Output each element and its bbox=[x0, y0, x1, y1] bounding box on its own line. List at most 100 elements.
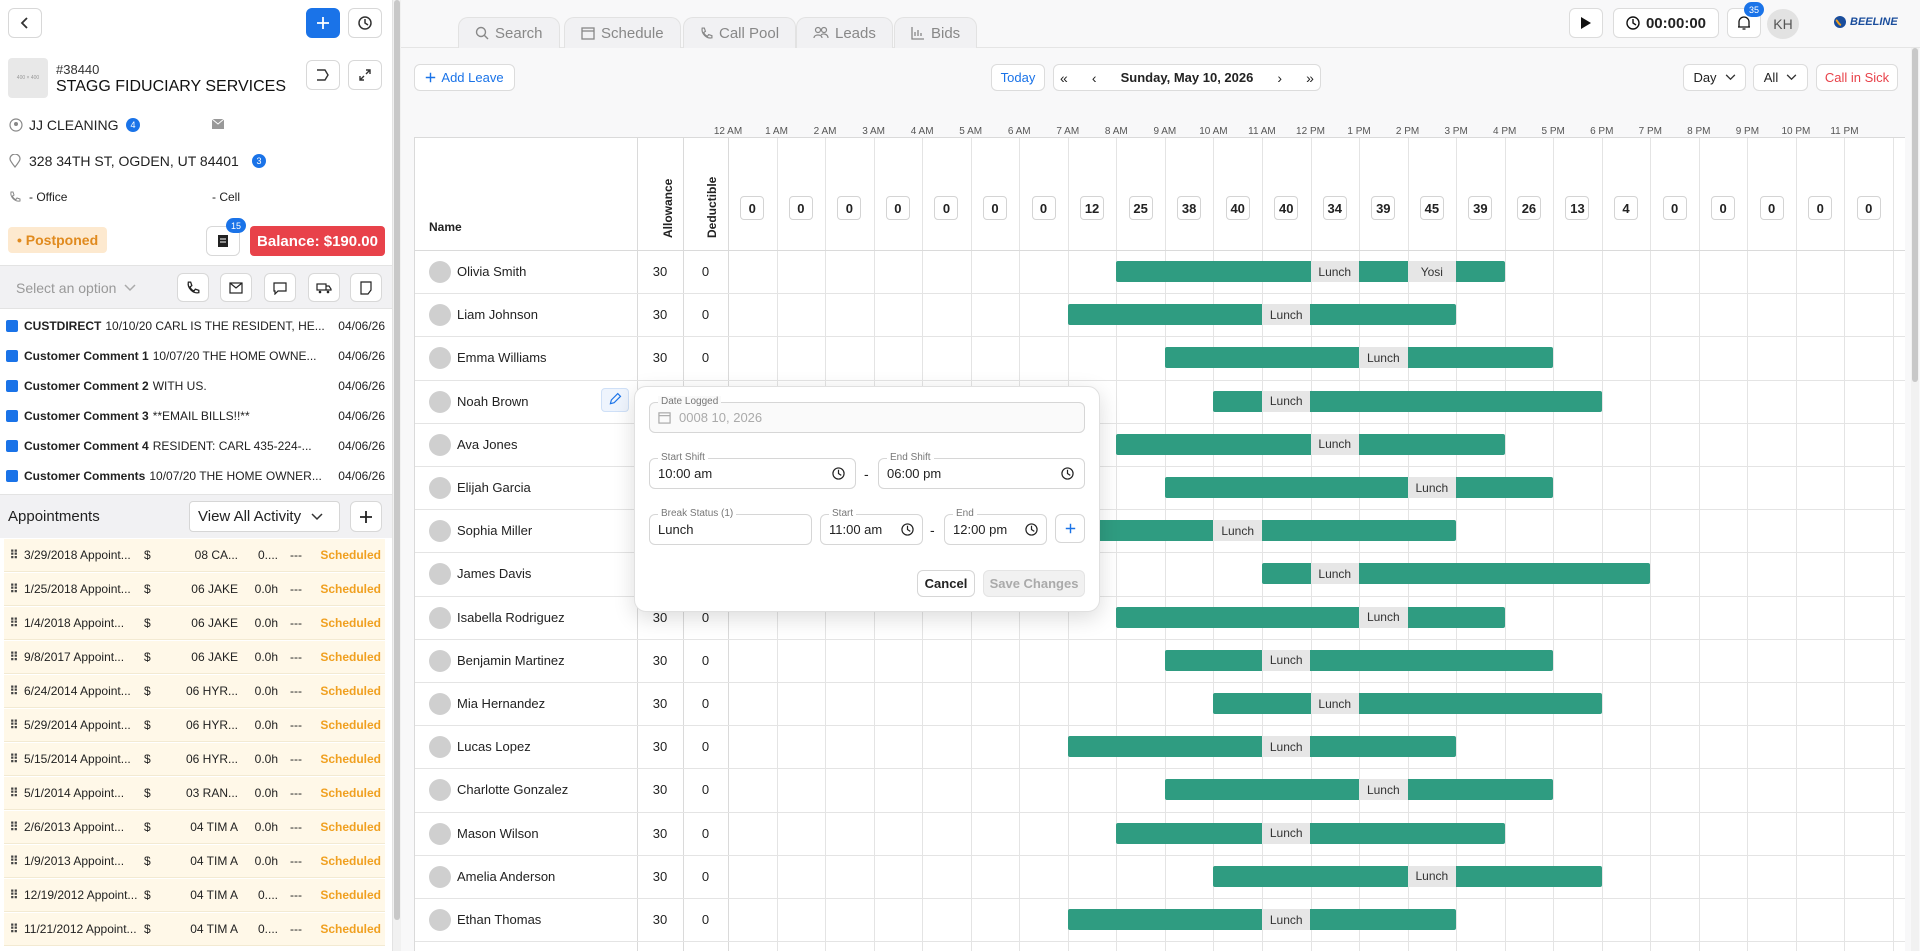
drag-handle-icon[interactable]: ⠿ bbox=[9, 786, 19, 800]
left-scrollbar-thumb[interactable] bbox=[394, 0, 400, 920]
email-button[interactable] bbox=[220, 273, 252, 302]
comment-item[interactable]: Customer Comment 4 RESIDENT: CARL 435-224… bbox=[6, 431, 385, 460]
appointment-row[interactable]: ⠿ 2/6/2013 Appoint... $04 TIM A 0.0h --- Sche… bbox=[4, 811, 385, 844]
play-button[interactable] bbox=[1569, 8, 1603, 38]
date-logged-field[interactable]: Date Logged 0008 10, 2026 bbox=[649, 396, 1085, 433]
shift-bar[interactable] bbox=[1067, 736, 1457, 758]
shift-bar[interactable] bbox=[1067, 304, 1457, 326]
employee-name[interactable]: Charlotte Gonzalez bbox=[457, 782, 569, 798]
grid-scrollbar-thumb[interactable] bbox=[1912, 48, 1918, 382]
drag-handle-icon[interactable]: ⠿ bbox=[9, 582, 19, 596]
employee-name[interactable]: Elijah Garcia bbox=[457, 480, 531, 495]
tab-bids[interactable]: Bids bbox=[894, 17, 978, 48]
appointment-row[interactable]: ⠿ 1/9/2013 Appoint... $04 TIM A 0.0h --- Sche… bbox=[4, 845, 385, 878]
add-break-button[interactable] bbox=[1055, 514, 1085, 543]
filter-select[interactable]: All bbox=[1753, 64, 1808, 91]
shift-bar[interactable] bbox=[1213, 693, 1602, 714]
user-avatar[interactable]: KH bbox=[1767, 9, 1799, 39]
shift-bar[interactable] bbox=[1261, 563, 1651, 585]
end-shift-field[interactable]: End Shift 06:00 pm bbox=[878, 452, 1085, 489]
employee-name[interactable]: Sophia Miller bbox=[457, 523, 533, 539]
call-button[interactable] bbox=[177, 273, 209, 302]
drag-handle-icon[interactable]: ⠿ bbox=[9, 548, 19, 562]
timer[interactable]: 00:00:00 bbox=[1613, 8, 1719, 38]
break-block[interactable]: Lunch bbox=[1310, 693, 1360, 714]
drag-handle-icon[interactable]: ⠿ bbox=[9, 820, 19, 834]
break-block[interactable]: Lunch bbox=[1261, 304, 1311, 326]
appointment-row[interactable]: ⠿ 1/25/2018 Appoint... $06 JAKE 0.0h --- Sche… bbox=[4, 573, 385, 606]
drag-handle-icon[interactable]: ⠿ bbox=[9, 854, 19, 868]
note-button[interactable] bbox=[350, 273, 382, 302]
transfer-button[interactable] bbox=[306, 60, 340, 90]
drag-handle-icon[interactable]: ⠿ bbox=[9, 888, 19, 902]
tab-leads[interactable]: Leads bbox=[796, 17, 893, 48]
last-page-icon[interactable]: » bbox=[1306, 69, 1314, 86]
drag-handle-icon[interactable]: ⠿ bbox=[9, 718, 19, 732]
tab-search[interactable]: Search bbox=[458, 17, 560, 48]
employee-name[interactable]: Emma Williams bbox=[457, 350, 547, 366]
cancel-button[interactable]: Cancel bbox=[917, 570, 975, 597]
left-scrollbar[interactable] bbox=[393, 0, 401, 951]
mail-icon[interactable] bbox=[211, 118, 225, 130]
employee-name[interactable]: Liam Johnson bbox=[457, 307, 538, 323]
shift-bar[interactable] bbox=[1116, 606, 1505, 628]
appointment-row[interactable]: ⠿ 5/15/2014 Appoint... $06 HYR... 0.0h --- Sc… bbox=[4, 743, 385, 776]
appointment-row[interactable]: ⠿ 5/29/2014 Appoint... $06 HYR... 0.0h --- Sc… bbox=[4, 709, 385, 742]
break-block[interactable]: Lunch bbox=[1261, 909, 1311, 930]
appointment-row[interactable]: ⠿ 9/8/2017 Appoint... $06 JAKE 0.0h --- Sched… bbox=[4, 641, 385, 674]
shift-bar[interactable] bbox=[1164, 477, 1554, 498]
break-end-field[interactable]: End 12:00 pm bbox=[944, 508, 1047, 545]
break-block[interactable]: Lunch bbox=[1310, 433, 1360, 455]
shift-bar[interactable] bbox=[1213, 390, 1602, 412]
customer-address[interactable]: 328 34TH ST, OGDEN, UT 84401 bbox=[29, 153, 239, 169]
break-block[interactable]: Lunch bbox=[1359, 606, 1408, 628]
activity-filter[interactable]: View All Activity bbox=[189, 501, 340, 532]
shift-bar[interactable] bbox=[1116, 822, 1505, 844]
prev-day-icon[interactable]: ‹ bbox=[1091, 69, 1097, 86]
employee-name[interactable]: Amelia Anderson bbox=[457, 868, 556, 884]
comment-item[interactable]: Customer Comments 10/07/20 THE HOME OWNER… bbox=[6, 461, 385, 490]
tab-schedule[interactable]: Schedule bbox=[564, 17, 681, 48]
truck-button[interactable] bbox=[308, 273, 340, 302]
call-in-sick-button[interactable]: Call in Sick bbox=[1816, 64, 1898, 91]
drag-handle-icon[interactable]: ⠿ bbox=[9, 684, 19, 698]
add-appointment-button[interactable] bbox=[350, 501, 382, 532]
history-button[interactable] bbox=[348, 8, 382, 38]
employee-name[interactable]: Isabella Rodriguez bbox=[457, 609, 565, 625]
balance-badge[interactable]: Balance: $190.00 bbox=[250, 226, 385, 256]
drag-handle-icon[interactable]: ⠿ bbox=[9, 752, 19, 766]
employee-name[interactable]: Mia Hernandez bbox=[457, 696, 546, 711]
comment-item[interactable]: Customer Comment 3 **EMAIL BILLS!!** 04/06… bbox=[6, 401, 385, 430]
appointment-row[interactable]: ⠿ 6/24/2014 Appoint... $06 HYR... 0.0h --- Sc… bbox=[4, 675, 385, 708]
break-block[interactable]: Lunch bbox=[1407, 477, 1457, 498]
employee-name[interactable]: James Davis bbox=[457, 566, 532, 582]
employee-name[interactable]: Lucas Lopez bbox=[457, 739, 531, 755]
contact-name[interactable]: JJ CLEANING bbox=[29, 117, 119, 133]
shift-bar[interactable] bbox=[1116, 433, 1505, 455]
back-button[interactable] bbox=[8, 8, 42, 38]
save-changes-button[interactable]: Save Changes bbox=[983, 570, 1085, 597]
break-block[interactable]: Lunch bbox=[1261, 736, 1311, 758]
break-block[interactable]: Lunch bbox=[1359, 347, 1408, 369]
grid-scrollbar[interactable] bbox=[1911, 48, 1919, 951]
appointment-row[interactable]: ⠿ 12/19/2012 Appoint... $04 TIM A 0.... --- S… bbox=[4, 879, 385, 912]
drag-handle-icon[interactable]: ⠿ bbox=[9, 650, 19, 664]
appointment-row[interactable]: ⠿ 11/21/2012 Appoint... $04 TIM A 0.... --- S… bbox=[4, 913, 385, 946]
shift-bar[interactable] bbox=[1116, 261, 1505, 282]
shift-bar[interactable] bbox=[1164, 649, 1554, 671]
employee-name[interactable]: Mason Wilson bbox=[457, 825, 539, 841]
break-block[interactable]: Yosi bbox=[1407, 261, 1457, 282]
break-block[interactable]: Lunch bbox=[1310, 261, 1360, 282]
view-select[interactable]: Day bbox=[1683, 64, 1746, 91]
add-button[interactable] bbox=[306, 8, 340, 38]
employee-name[interactable]: Ethan Thomas bbox=[457, 912, 542, 927]
today-button[interactable]: Today bbox=[991, 64, 1045, 91]
add-leave-button[interactable]: Add Leave bbox=[414, 64, 515, 91]
sms-button[interactable] bbox=[264, 273, 296, 302]
appointment-row[interactable]: ⠿ 1/4/2018 Appoint... $06 JAKE 0.0h --- Sched… bbox=[4, 607, 385, 640]
employee-name[interactable]: Noah Brown bbox=[457, 393, 529, 409]
status-badge[interactable]: • Postponed bbox=[8, 227, 108, 253]
start-shift-field[interactable]: Start Shift 10:00 am bbox=[649, 452, 856, 489]
drag-handle-icon[interactable]: ⠿ bbox=[9, 922, 19, 936]
break-block[interactable]: Lunch bbox=[1310, 563, 1360, 585]
